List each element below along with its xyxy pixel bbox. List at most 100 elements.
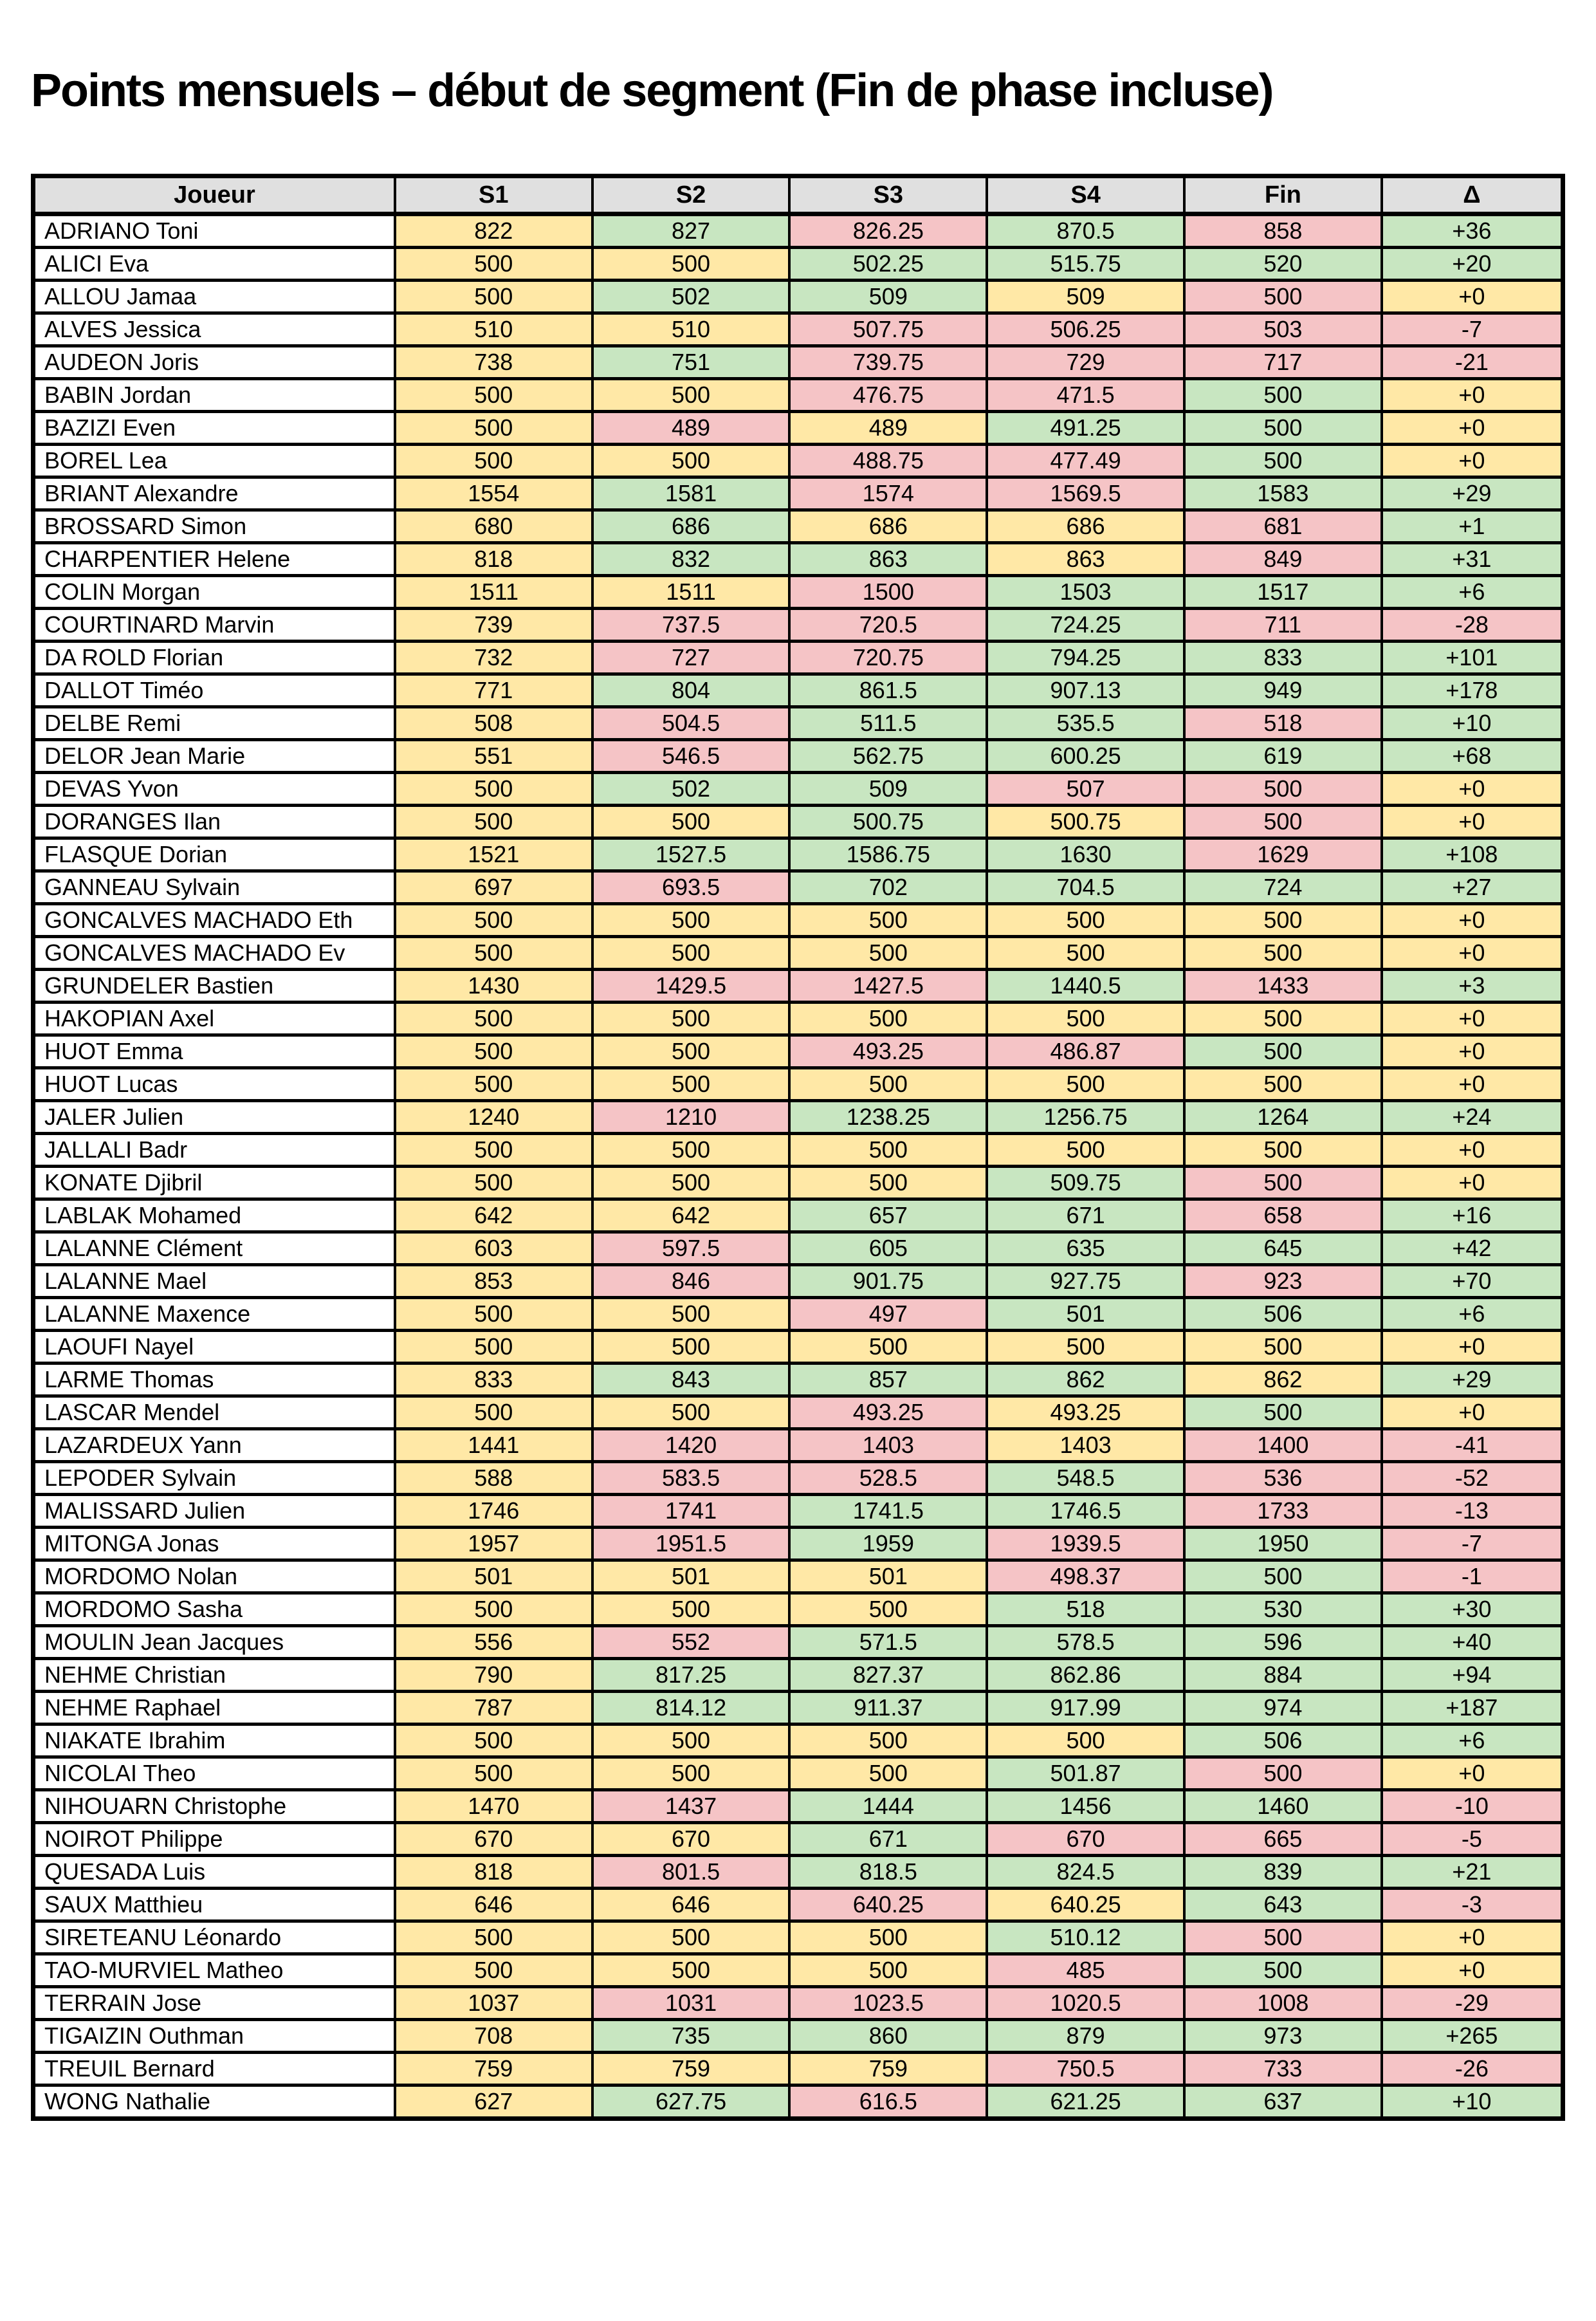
score-cell: 879 [986,2018,1186,2054]
score-cell: 500 [1182,1001,1383,1037]
score-cell: 708 [393,2018,594,2054]
score-cell: 901.75 [788,1263,989,1299]
score-cell: 1238.25 [788,1099,989,1135]
score-cell: 1470 [393,1788,594,1824]
score-cell: 506 [1182,1296,1383,1332]
score-cell: 500 [1182,1394,1383,1430]
score-cell: +29 [1380,476,1564,512]
score-cell: 500 [393,1755,594,1791]
score-cell: 686 [986,508,1186,544]
score-cell: 627.75 [591,2084,791,2120]
table-row: TIGAIZIN Outhman 708 735 860 879 973 +265 [32,2018,1564,2054]
score-cell: 843 [591,1362,791,1398]
score-cell: 822 [393,212,594,249]
score-cell: 1403 [986,1427,1186,1463]
score-cell: 500 [591,1723,791,1759]
score-cell: 686 [788,508,989,544]
player-name-cell: LALANNE Clément [32,1230,396,1266]
player-name-cell: NIAKATE Ibrahim [32,1723,396,1759]
score-cell: 759 [393,2051,594,2087]
score-cell: 832 [591,541,791,577]
score-cell: +3 [1380,968,1564,1004]
score-cell: 500 [986,902,1186,938]
table-row: NICOLAI Theo 500 500 500 501.87 500 +0 [32,1755,1564,1791]
score-cell: 862 [1182,1362,1383,1398]
score-cell: 500 [591,1591,791,1627]
score-cell: 588 [393,1460,594,1496]
score-cell: +0 [1380,902,1564,938]
score-cell: 500 [986,1723,1186,1759]
score-cell: 1264 [1182,1099,1383,1135]
score-cell: 500.75 [986,804,1186,840]
score-cell: +0 [1380,804,1564,840]
score-cell: +31 [1380,541,1564,577]
score-cell: 1950 [1182,1526,1383,1562]
points-table: Joueur S1 S2 S3 S4 Fin Δ ADRIANO Toni 822 827 826… [31,174,1565,2121]
score-cell: 642 [591,1197,791,1234]
score-cell: 500 [788,902,989,938]
score-cell: +0 [1380,1755,1564,1791]
score-cell: 949 [1182,672,1383,708]
score-cell: 853 [393,1263,594,1299]
score-cell: 787 [393,1690,594,1726]
score-cell: 500 [788,1723,989,1759]
score-cell: 1586.75 [788,837,989,873]
score-cell: -21 [1380,344,1564,380]
score-cell: 671 [788,1821,989,1857]
table-row: MORDOMO Sasha 500 500 500 518 530 +30 [32,1591,1564,1627]
table-row: LALANNE Clément 603 597.5 605 635 645 +42 [32,1230,1564,1266]
score-cell: +0 [1380,1919,1564,1956]
player-name-cell: LASCAR Mendel [32,1394,396,1430]
score-cell: +0 [1380,1001,1564,1037]
score-cell: 500 [1182,902,1383,938]
score-cell: 724 [1182,869,1383,905]
score-cell: 697 [393,869,594,905]
player-name-cell: BABIN Jordan [32,377,396,413]
table-row: LEPODER Sylvain 588 583.5 528.5 548.5 536 -52 [32,1460,1564,1496]
table-row: DALLOT Timéo 771 804 861.5 907.13 949 +178 [32,672,1564,708]
score-cell: 1400 [1182,1427,1383,1463]
score-cell: 500 [788,1755,989,1791]
player-name-cell: TREUIL Bernard [32,2051,396,2087]
score-cell: 500 [393,443,594,479]
score-cell: 849 [1182,541,1383,577]
score-cell: 1733 [1182,1493,1383,1529]
table-row: DELOR Jean Marie 551 546.5 562.75 600.25 619 +… [32,738,1564,774]
player-name-cell: DA ROLD Florian [32,640,396,676]
score-cell: 1420 [591,1427,791,1463]
score-cell: 500 [393,1132,594,1168]
table-body: ADRIANO Toni 822 827 826.25 870.5 858 +36 ALICI… [32,212,1564,2120]
score-cell: 500 [591,1394,791,1430]
score-cell: 509 [788,279,989,315]
score-cell: +0 [1380,377,1564,413]
score-cell: 509 [986,279,1186,315]
score-cell: 500 [1182,935,1383,971]
score-cell: 686 [591,508,791,544]
table-row: MORDOMO Nolan 501 501 501 498.37 500 -1 [32,1558,1564,1595]
score-cell: 486.87 [986,1033,1186,1069]
score-cell: 1746.5 [986,1493,1186,1529]
score-cell: 711 [1182,607,1383,643]
table-row: JALLALI Badr 500 500 500 500 500 +0 [32,1132,1564,1168]
score-cell: 596 [1182,1624,1383,1660]
player-name-cell: HAKOPIAN Axel [32,1001,396,1037]
score-cell: 500 [393,804,594,840]
score-cell: 923 [1182,1263,1383,1299]
score-cell: 509.75 [986,1165,1186,1201]
score-cell: 1957 [393,1526,594,1562]
score-cell: 693.5 [591,869,791,905]
score-cell: 670 [393,1821,594,1857]
table-row: AUDEON Joris 738 751 739.75 729 717 -21 [32,344,1564,380]
score-cell: 548.5 [986,1460,1186,1496]
score-cell: 1437 [591,1788,791,1824]
table-row: ALVES Jessica 510 510 507.75 506.25 503 -7 [32,311,1564,347]
score-cell: +178 [1380,672,1564,708]
player-name-cell: TERRAIN Jose [32,1985,396,2021]
table-row: GRUNDELER Bastien 1430 1429.5 1427.5 1440.5 1… [32,968,1564,1004]
score-cell: -41 [1380,1427,1564,1463]
player-name-cell: NEHME Raphael [32,1690,396,1726]
score-cell: 1210 [591,1099,791,1135]
player-name-cell: GRUNDELER Bastien [32,968,396,1004]
table-row: LASCAR Mendel 500 500 493.25 493.25 500 +0 [32,1394,1564,1430]
score-cell: 500 [393,410,594,446]
